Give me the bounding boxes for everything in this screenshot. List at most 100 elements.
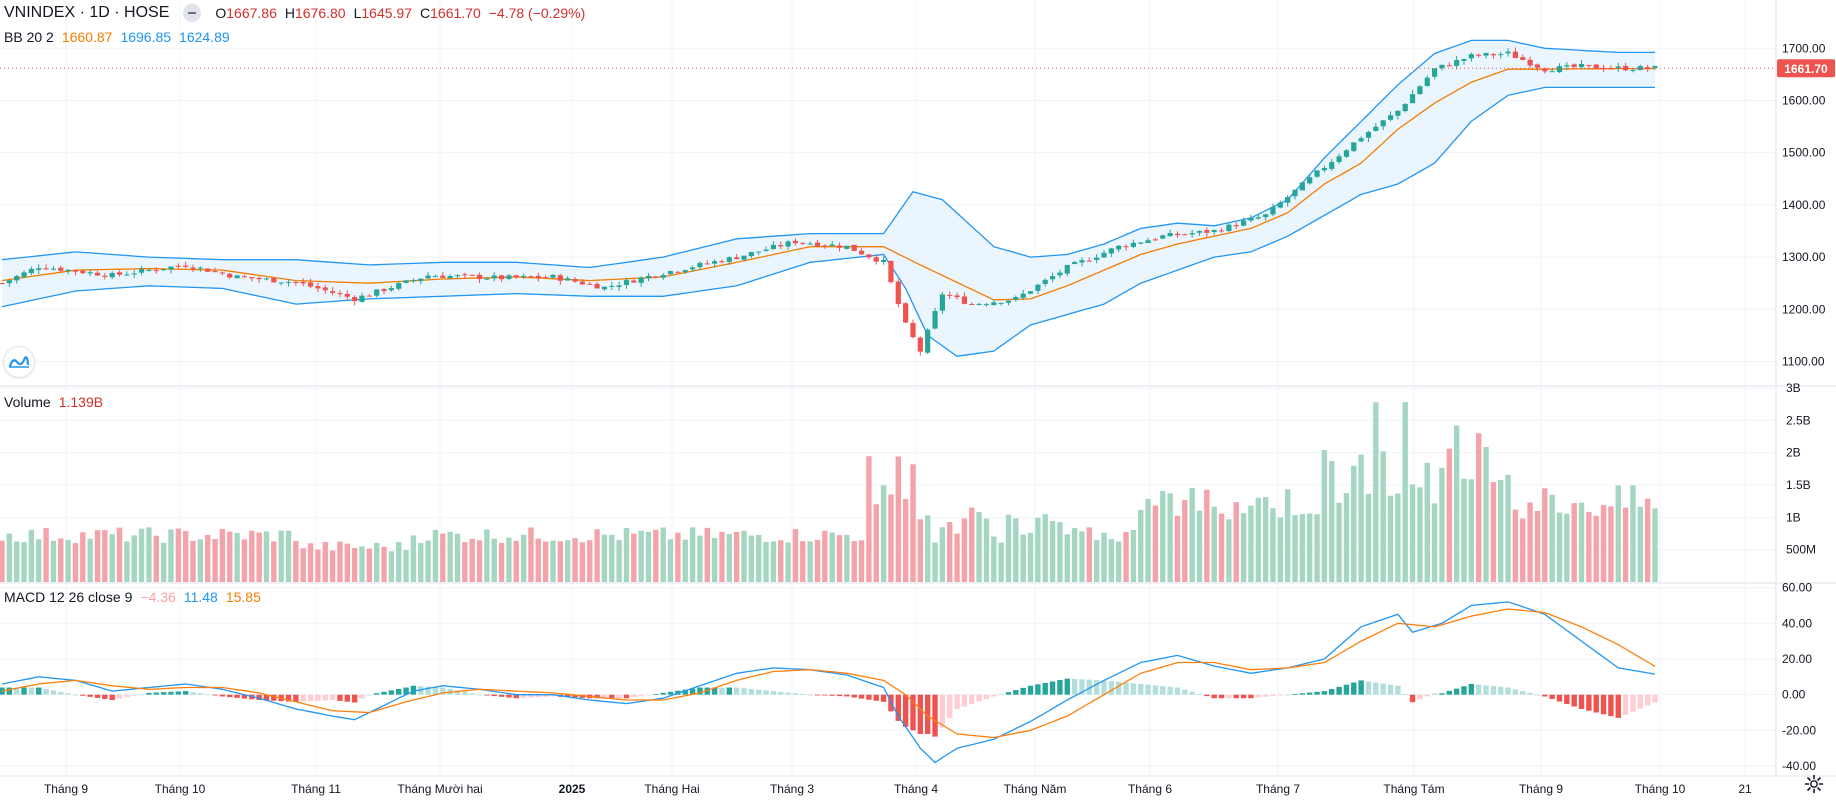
candle — [1454, 60, 1460, 66]
price-axis-label: 1200.00 — [1782, 302, 1826, 316]
macd-histogram-bar — [1079, 679, 1085, 695]
candle — [638, 277, 644, 283]
macd-histogram-bar — [1270, 694, 1276, 697]
volume-bar — [153, 535, 159, 582]
bb-basis-value: 1660.87 — [61, 29, 113, 45]
volume-bar — [1108, 539, 1115, 582]
candle — [80, 270, 86, 274]
hide-series-icon[interactable] — [183, 4, 202, 22]
candle — [1042, 279, 1048, 284]
volume-bar — [1490, 482, 1497, 582]
candle — [1402, 104, 1408, 112]
macd-histogram-bar — [160, 692, 167, 695]
candle — [873, 257, 879, 262]
macd-histogram-bar — [1343, 684, 1350, 695]
macd-histogram-bar — [1064, 678, 1070, 695]
bb-legend[interactable]: BB 20 2 1660.87 1696.85 1624.89 — [4, 29, 230, 45]
volume-bar — [741, 530, 747, 582]
volume-bar — [1321, 449, 1328, 582]
macd-histogram-bar — [1387, 684, 1394, 695]
volume-bar — [667, 539, 674, 582]
volume-bar — [1630, 485, 1636, 582]
volume-bar — [1255, 497, 1261, 582]
macd-histogram-bar — [1013, 690, 1019, 695]
candle — [1549, 71, 1555, 73]
volume-legend[interactable]: Volume 1.139B — [4, 394, 103, 410]
volume-bar — [1211, 506, 1217, 582]
volume-bar — [535, 538, 542, 582]
candle — [1145, 240, 1151, 243]
candle — [491, 275, 497, 279]
symbol-label[interactable]: VNINDEX · 1D · HOSE — [4, 4, 170, 21]
settings-gear-icon[interactable] — [1804, 774, 1824, 794]
volume-bar — [359, 546, 365, 582]
candle — [829, 244, 835, 246]
macd-legend[interactable]: MACD 12 26 close 9 −4.36 11.48 15.85 — [4, 589, 261, 605]
macd-histogram-bar — [1431, 693, 1438, 695]
macd-histogram-bar — [976, 694, 982, 702]
price-axis-label: 1400.00 — [1782, 198, 1826, 212]
volume-bar — [947, 522, 953, 582]
volume-bar — [1498, 480, 1504, 582]
candle — [1123, 246, 1129, 248]
volume-bar — [1123, 531, 1129, 582]
candle — [1064, 265, 1070, 274]
volume-bar — [961, 518, 968, 582]
volume-bar — [13, 541, 20, 582]
candle — [741, 255, 747, 260]
volume-bar — [792, 528, 799, 582]
candle — [763, 249, 769, 252]
volume-bar — [609, 534, 615, 582]
volume-bar — [645, 531, 652, 582]
volume-axis-label: 2B — [1786, 446, 1801, 460]
candle — [939, 294, 945, 311]
candle — [836, 245, 843, 248]
candle — [1564, 65, 1570, 67]
macd-histogram-bar — [1608, 694, 1614, 717]
macd-histogram-bar — [227, 694, 233, 698]
volume-bar — [564, 540, 571, 582]
candle — [1116, 245, 1122, 250]
volume-bar — [991, 536, 997, 582]
macd-histogram-bar — [660, 692, 666, 695]
candle — [153, 270, 159, 272]
bollinger-upper-line — [1, 39, 1655, 269]
time-axis-label: Tháng Tám — [1383, 782, 1444, 796]
volume-bar — [1351, 465, 1357, 582]
macd-histogram-bar — [1086, 679, 1093, 695]
macd-histogram-bar — [792, 693, 799, 695]
macd-histogram-bar — [373, 693, 380, 695]
candle — [197, 267, 203, 269]
tradingview-logo-icon[interactable] — [4, 347, 34, 377]
volume-bar — [616, 539, 622, 582]
volume-bar — [1042, 514, 1048, 582]
volume-bar — [410, 535, 417, 582]
candle — [1593, 64, 1599, 69]
candle — [1461, 59, 1467, 61]
candle — [1387, 115, 1394, 120]
candle — [1233, 225, 1239, 227]
price-axis-label: 1100.00 — [1782, 355, 1825, 369]
volume-bar — [924, 515, 931, 582]
volume-bar — [851, 541, 857, 582]
macd-histogram-bar — [770, 691, 777, 695]
volume-bar — [168, 529, 174, 582]
macd-histogram-bar — [572, 694, 578, 698]
volume-bar — [293, 541, 299, 582]
macd-histogram-bar — [256, 694, 262, 701]
volume-bar — [638, 530, 644, 582]
macd-histogram-bar — [454, 690, 461, 695]
volume-axis-label: 1B — [1786, 510, 1801, 524]
macd-histogram-bar — [1292, 693, 1298, 695]
volume-bar — [329, 550, 336, 582]
candle — [227, 273, 233, 278]
candle — [792, 240, 799, 244]
candle — [462, 274, 468, 276]
macd-histogram-bar — [80, 694, 86, 696]
macd-histogram-bar — [146, 692, 152, 695]
volume-bar — [1218, 513, 1225, 582]
candle — [903, 303, 909, 323]
candle — [969, 303, 975, 305]
macd-histogram-bar — [1461, 686, 1467, 695]
